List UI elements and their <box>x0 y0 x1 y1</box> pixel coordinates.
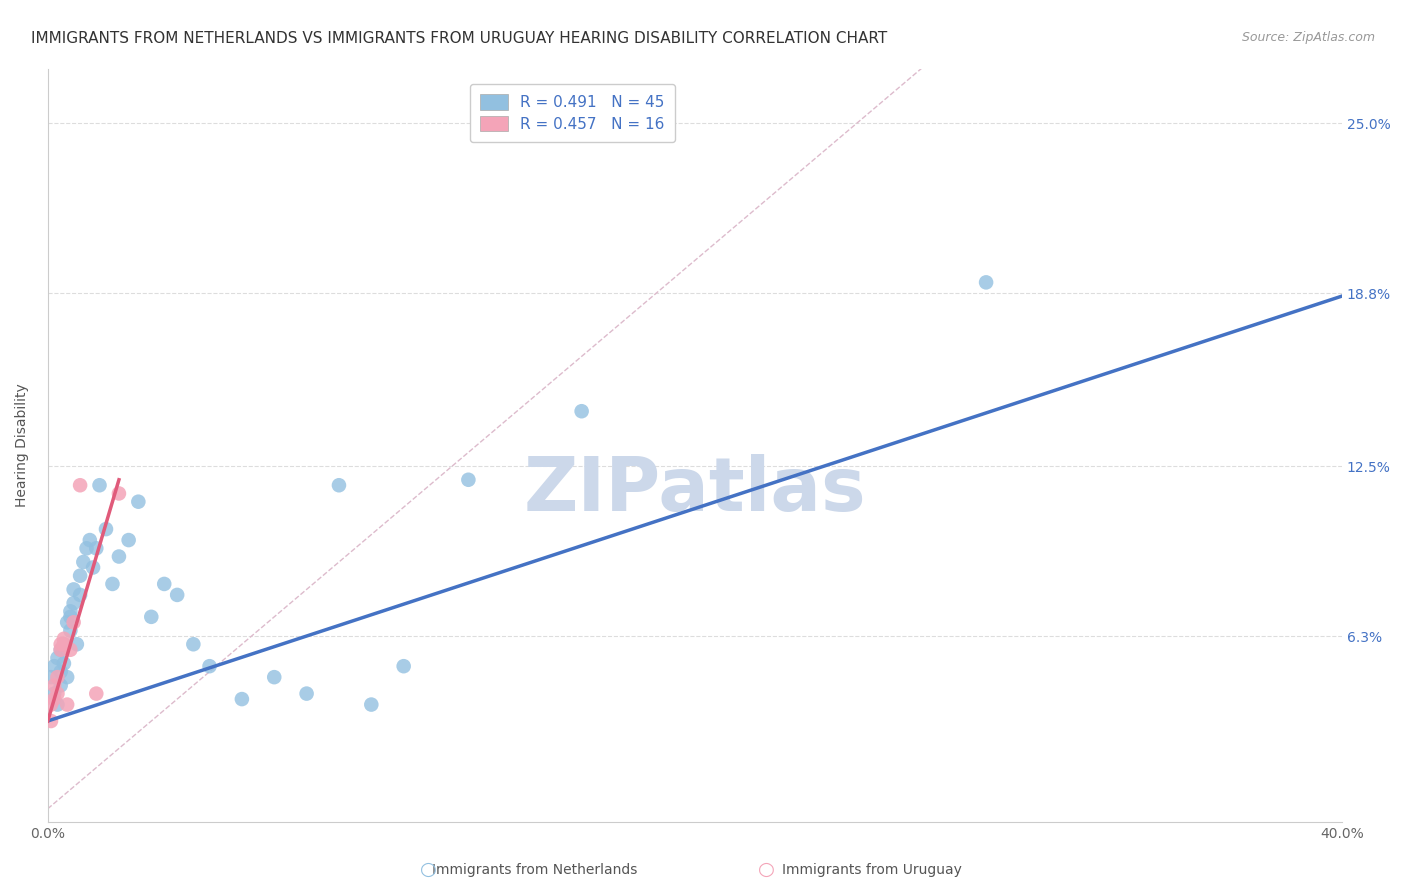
Point <box>49 665 72 679</box>
Point <box>46 687 69 701</box>
Point <box>198 659 221 673</box>
Point <box>52 637 75 651</box>
Point <box>49 637 72 651</box>
Point <box>141 610 163 624</box>
Text: IMMIGRANTS FROM NETHERLANDS VS IMMIGRANTS FROM URUGUAY HEARING DISABILITY CORREL: IMMIGRANTS FROM NETHERLANDS VS IMMIGRANT… <box>31 31 887 46</box>
Point <box>62 615 84 630</box>
Point <box>66 637 89 651</box>
Point <box>166 588 188 602</box>
Point <box>183 637 205 651</box>
Point <box>62 596 84 610</box>
Point <box>46 651 69 665</box>
Text: ○: ○ <box>758 860 775 880</box>
Point <box>974 276 997 290</box>
Point <box>295 687 318 701</box>
Text: ○: ○ <box>420 860 437 880</box>
Text: Immigrants from Netherlands: Immigrants from Netherlands <box>432 863 637 877</box>
Point <box>39 670 62 684</box>
Point <box>59 610 82 624</box>
Point <box>127 494 149 508</box>
Point <box>69 588 91 602</box>
Point <box>153 577 176 591</box>
Point <box>44 692 66 706</box>
Point <box>44 659 66 673</box>
Point <box>79 533 101 547</box>
Point <box>231 692 253 706</box>
Point <box>59 604 82 618</box>
Point <box>360 698 382 712</box>
Point <box>571 404 593 418</box>
Point <box>49 678 72 692</box>
Point <box>52 637 75 651</box>
Text: Source: ZipAtlas.com: Source: ZipAtlas.com <box>1241 31 1375 45</box>
Point <box>56 670 79 684</box>
Point <box>263 670 285 684</box>
Point <box>44 678 66 692</box>
Point <box>89 478 111 492</box>
Point <box>108 486 131 500</box>
Point <box>101 577 124 591</box>
Point <box>39 698 62 712</box>
Point <box>49 642 72 657</box>
Point <box>117 533 139 547</box>
Point <box>59 624 82 638</box>
Point <box>392 659 415 673</box>
Point <box>39 714 62 728</box>
Y-axis label: Hearing Disability: Hearing Disability <box>15 384 30 508</box>
Point <box>44 687 66 701</box>
Legend: R = 0.491   N = 45, R = 0.457   N = 16: R = 0.491 N = 45, R = 0.457 N = 16 <box>470 84 675 143</box>
Point <box>56 698 79 712</box>
Point <box>46 698 69 712</box>
Point <box>84 687 107 701</box>
Point <box>52 657 75 671</box>
Point <box>76 541 98 556</box>
Point <box>69 568 91 582</box>
Point <box>82 560 104 574</box>
Point <box>52 632 75 646</box>
Point <box>328 478 350 492</box>
Point <box>108 549 131 564</box>
Point <box>94 522 117 536</box>
Text: ZIPatlas: ZIPatlas <box>523 454 866 527</box>
Point <box>49 642 72 657</box>
Point <box>62 582 84 597</box>
Point <box>457 473 479 487</box>
Point <box>69 478 91 492</box>
Point <box>59 642 82 657</box>
Text: Immigrants from Uruguay: Immigrants from Uruguay <box>782 863 962 877</box>
Point <box>56 615 79 630</box>
Point <box>84 541 107 556</box>
Point <box>46 670 69 684</box>
Point <box>72 555 94 569</box>
